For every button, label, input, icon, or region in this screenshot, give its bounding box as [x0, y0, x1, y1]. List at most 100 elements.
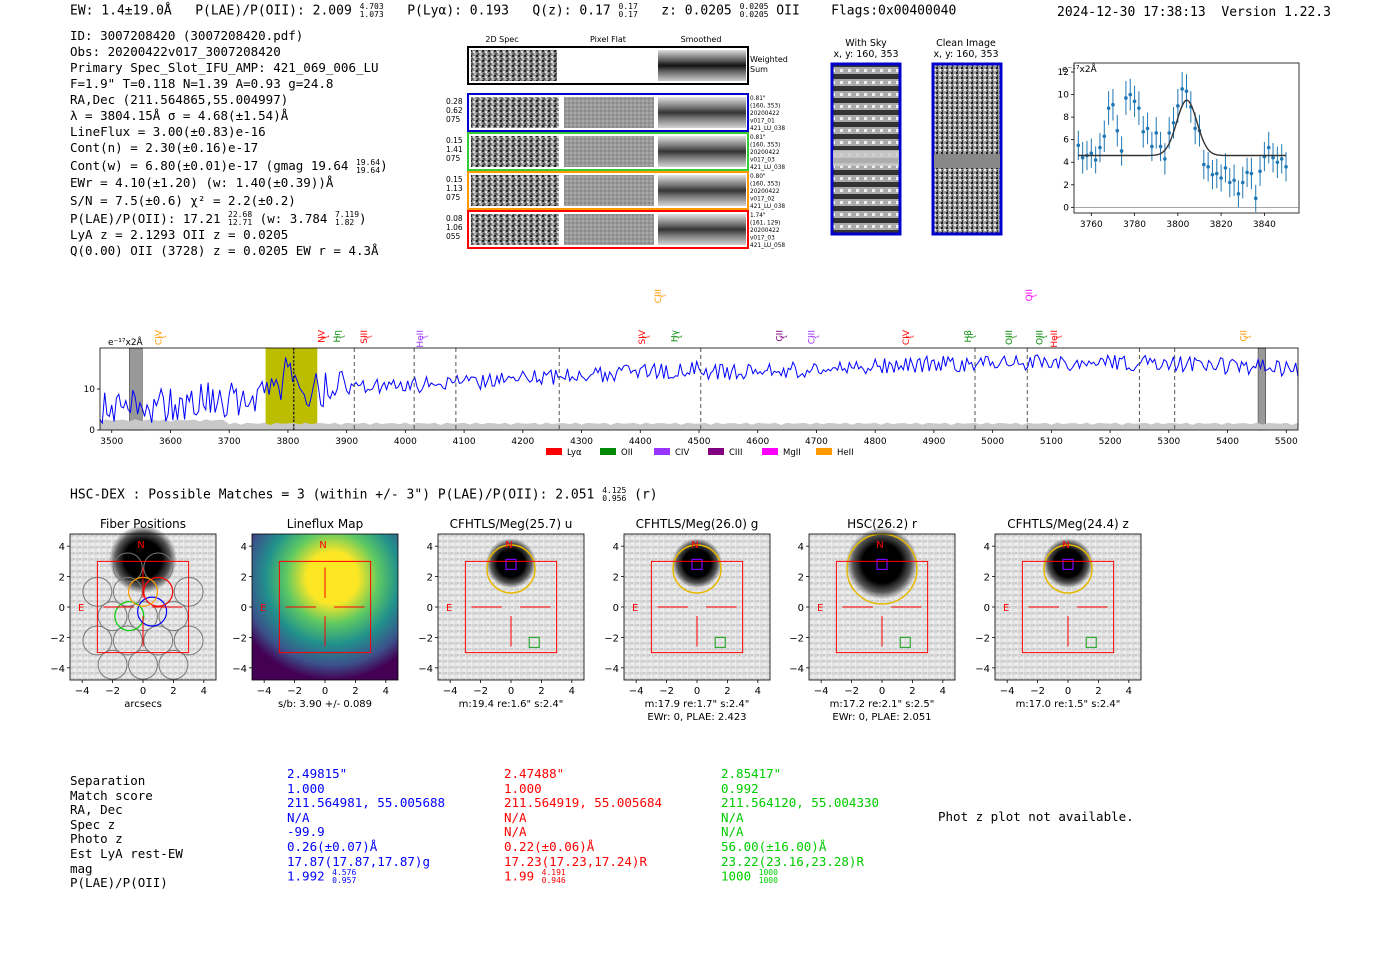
spectrum-x-tick-label: 3900 — [335, 437, 358, 447]
cutout-smoothed — [658, 175, 746, 206]
panel-y-tick-label: −4 — [50, 664, 65, 675]
legend-label: HeII — [837, 448, 854, 458]
imaging-panels: Fiber Positions N E −4 −4 −2 −2 0 0 2 2 4 4 arcsecs Li… — [50, 517, 1142, 723]
panel-x-tick-label: 4 — [1126, 686, 1132, 697]
panel-x-tick-label: 4 — [383, 686, 389, 697]
fit-data-point — [1076, 143, 1081, 148]
panel-y-tick-label: 4 — [427, 542, 433, 553]
north-label: N — [137, 540, 144, 551]
fit-unit-label: e⁻¹⁷x2Å — [1062, 63, 1098, 75]
info-q: Q(0.00) OII (3728) z = 0.0205 EW r = 4.3… — [70, 243, 379, 258]
fit-data-point — [1080, 155, 1085, 160]
cutout-row-meta: 0.81" — [750, 96, 766, 102]
cutout-smoothed — [658, 136, 746, 167]
aperture-ellipse — [672, 544, 722, 594]
panel-caption: arcsecs — [124, 699, 162, 710]
full-spectrum: e⁻¹⁷x2Å 0 10 3500 3600 3700 3800 3900 4000 4100 4… — [84, 289, 1299, 458]
spectrum-y-tick-label: 0 — [89, 426, 95, 436]
panel-title: CFHTLS/Meg(25.7) u — [450, 517, 573, 531]
fiber-circle — [97, 601, 128, 632]
panel-y-tick-label: −4 — [418, 664, 433, 675]
panel-x-tick-label: 4 — [569, 686, 575, 697]
fit-x-tick-label: 3800 — [1166, 220, 1189, 230]
source-blob — [109, 525, 177, 594]
legend-label: MgII — [783, 448, 801, 458]
panel-y-tick-label: −4 — [604, 664, 619, 675]
fiber-highlight — [143, 576, 174, 607]
spectrum-content: 0 10 3500 3600 3700 3800 3900 4000 4100 4200 4300 4… — [84, 289, 1299, 458]
header-ew: EW: 1.4±19.0Å — [70, 3, 172, 19]
panel-y-tick-label: 4 — [798, 542, 804, 553]
fiber-circle — [158, 601, 189, 632]
panel-x-tick-label: −4 — [257, 686, 272, 697]
spectrum-x-tick-label: 5500 — [1275, 437, 1298, 447]
lineflux-map-image — [252, 534, 398, 680]
cutout-row-stat: 0.15 — [446, 175, 463, 184]
panel-x-tick-label: 2 — [538, 686, 544, 697]
cutout-row-stat: 1.41 — [446, 145, 463, 154]
panel-y-tick-label: 0 — [984, 603, 990, 614]
spectrum-x-tick-label: 4500 — [688, 437, 711, 447]
panel-caption: EWr: 0, PLAE: 2.423 — [647, 712, 746, 723]
fit-data-point — [1150, 144, 1154, 149]
fiber-highlight — [137, 596, 168, 627]
col-header-pixelflat: Pixel Flat — [590, 35, 626, 44]
fit-x-tick-label: 3840 — [1253, 220, 1276, 230]
north-label: N — [691, 540, 698, 551]
cutout-row-meta: 421_LU_038 — [750, 165, 785, 171]
fiber-circle — [97, 649, 128, 680]
source-blob — [486, 538, 536, 589]
fit-data-point — [1245, 170, 1249, 175]
fit-model-curve — [1078, 99, 1286, 157]
panel-x-tick-label: 0 — [879, 686, 885, 697]
cutout-row-meta: (160, 353) — [750, 104, 780, 110]
hsc-dex-summary: HSC-DEX : Possible Matches = 3 (within +… — [70, 486, 658, 503]
cutout-2dspec — [471, 214, 559, 245]
row-label-plae: P(LAE)/P(OII) — [70, 875, 168, 891]
catalog-box — [714, 636, 726, 649]
east-label: E — [1003, 603, 1009, 614]
info-line: ID: 3007208420 (3007208420.pdf) — [70, 28, 304, 43]
spectrum-x-tick-label: 4200 — [511, 437, 534, 447]
panel-x-tick-label: −2 — [844, 686, 859, 697]
fit-axes-frame — [1073, 62, 1300, 214]
north-label: N — [1062, 540, 1069, 551]
match-column-3: 2.85417" 0.992 211.564120, 55.004330 N/A N/A… — [721, 766, 880, 886]
spectrum-x-tick-label: 3800 — [276, 437, 299, 447]
cutout-smoothed — [658, 214, 746, 245]
spectrum-marker-bracket: { — [778, 334, 787, 339]
match-box — [691, 558, 703, 571]
spectrum-masked-region — [1257, 347, 1267, 431]
panel-x-tick-label: 4 — [940, 686, 946, 697]
fiber-circle — [112, 552, 143, 583]
line-fit-plot: e⁻¹⁷x2Å 0 2 4 6 8 10 12 3760 3780 3800 3820 3840 — [1058, 62, 1300, 230]
region-box — [96, 560, 190, 654]
aperture-ellipse — [1043, 544, 1093, 594]
north-label: N — [876, 540, 883, 551]
north-label: N — [319, 540, 326, 551]
panel-x-tick-label: −4 — [1000, 686, 1015, 697]
spectrum-x-tick-label: 5300 — [1157, 437, 1180, 447]
east-label: E — [78, 603, 84, 614]
info-line: LineFlux = 3.00(±0.83)e-16 — [70, 124, 266, 139]
spectrum-x-tick-label: 4400 — [629, 437, 652, 447]
fit-data-point — [1111, 102, 1115, 107]
cutout-row-meta: 20200422 — [750, 111, 780, 117]
fit-data-point — [1102, 134, 1107, 139]
cutout-pixel-flat — [564, 136, 654, 167]
fit-data-point — [1115, 128, 1120, 133]
fit-data-point — [1236, 192, 1241, 196]
clean-image — [931, 62, 1003, 236]
cutout-row-stat: 1.13 — [446, 184, 463, 193]
fit-data-point — [1171, 120, 1176, 125]
cutout-pixel-flat — [564, 97, 654, 128]
spectra-cutouts: 2D Spec Pixel Flat Smoothed Weighted Sum… — [446, 35, 788, 249]
panel-y-tick-label: 4 — [984, 542, 990, 553]
cutout-row-stat: 055 — [446, 232, 461, 241]
panel-x-tick-label: −2 — [659, 686, 674, 697]
spectrum-x-tick-label: 5200 — [1099, 437, 1122, 447]
panel-y-tick-label: 2 — [427, 573, 433, 584]
panel-x-tick-label: 0 — [1065, 686, 1071, 697]
panel-caption: EWr: 0, PLAE: 2.051 — [832, 712, 931, 723]
legend-swatch — [600, 448, 616, 455]
